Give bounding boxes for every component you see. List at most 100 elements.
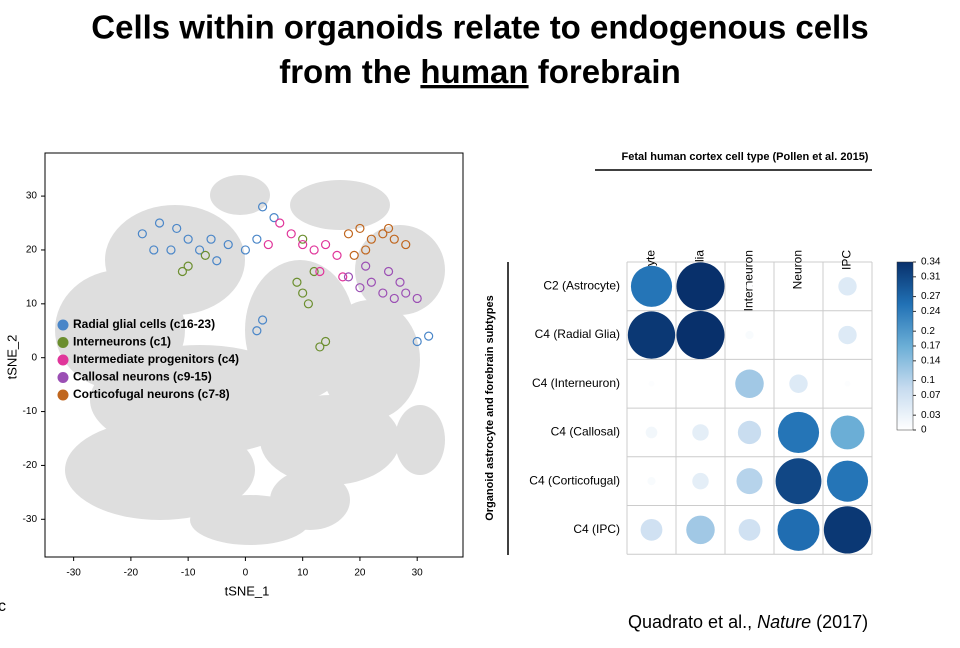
- correlation-dot: [627, 311, 676, 359]
- colorbar-tick-label: 0.1: [921, 375, 935, 386]
- title-line: Cells within organoids relate to endogen…: [91, 9, 868, 46]
- correlation-dot: [838, 325, 857, 345]
- legend-label: Callosal neurons (c9-15): [73, 370, 212, 384]
- x-axis-label: tSNE_1: [225, 583, 270, 598]
- y-tick-label: 30: [26, 191, 38, 202]
- correlation-dot: [630, 265, 673, 307]
- x-tick-label: -30: [66, 568, 81, 579]
- cell-point: [355, 283, 365, 293]
- cell-point: [355, 223, 365, 234]
- legend-marker: [57, 372, 69, 383]
- cell-point: [383, 223, 394, 234]
- colorbar: [896, 261, 914, 431]
- correlation-dot: [823, 506, 872, 554]
- row-label: C4 (IPC): [573, 522, 620, 536]
- x-tick-label: 20: [354, 568, 366, 579]
- correlation-dot: [775, 458, 822, 505]
- cell-point: [315, 266, 325, 277]
- cell-point: [366, 277, 376, 287]
- cell-point: [286, 229, 296, 239]
- column-label: Interneuron: [742, 250, 756, 311]
- correlation-dot: [777, 508, 820, 551]
- cell-point: [275, 218, 285, 228]
- colorbar-tick-label: 0.03: [921, 410, 941, 421]
- cell-point: [320, 239, 331, 250]
- cell-point: [343, 229, 354, 239]
- cell-point: [303, 299, 313, 309]
- correlation-dot: [838, 277, 857, 296]
- correlation-dot: [745, 330, 754, 340]
- colorbar-tick-label: 0.24: [921, 306, 941, 317]
- colorbar-tick-label: 0: [921, 425, 927, 436]
- cell-point: [361, 261, 371, 271]
- cell-point: [298, 239, 308, 250]
- cell-point: [361, 245, 371, 255]
- correlation-dot: [738, 518, 761, 541]
- cell-point: [172, 223, 182, 234]
- row-label: C4 (Corticofugal): [529, 473, 620, 487]
- correlation-dot: [826, 460, 869, 502]
- correlation-dot: [777, 411, 820, 454]
- cell-point: [401, 239, 411, 250]
- cell-point: [389, 293, 399, 304]
- colorbar-tick-label: 0.31: [921, 271, 941, 282]
- colorbar-tick-label: 0.07: [921, 390, 941, 401]
- plot-frame: [44, 152, 464, 558]
- cell-point: [195, 245, 205, 255]
- cell-point: [366, 234, 376, 244]
- cell-point: [223, 239, 233, 250]
- title-emphasis: human: [420, 53, 528, 90]
- cell-point: [378, 288, 388, 298]
- cell-point: [137, 229, 147, 239]
- cell-point: [298, 288, 308, 298]
- cell-point: [298, 234, 308, 244]
- cell-point: [383, 266, 394, 277]
- correlation-dot: [736, 468, 763, 495]
- column-label: IPC: [840, 250, 854, 270]
- x-tick-label: 0: [243, 568, 249, 579]
- colorbar-tick-label: 0.27: [921, 291, 941, 302]
- cell-point: [320, 336, 331, 347]
- colorbar-tick-label: 0.34: [921, 257, 941, 268]
- x-tick-label: 30: [412, 568, 424, 579]
- citation: Quadrato et al., Nature (2017): [628, 612, 868, 632]
- cell-point: [343, 272, 354, 282]
- cell-point: [292, 277, 302, 287]
- cell-point: [424, 331, 434, 341]
- y-tick-label: 20: [26, 245, 38, 256]
- x-tick-label: -10: [181, 568, 196, 579]
- colorbar-tick-label: 0.14: [921, 355, 941, 366]
- cell-point: [240, 245, 251, 255]
- legend-label: Intermediate progenitors (c4): [73, 352, 239, 366]
- row-label: C2 (Astrocyte): [543, 279, 620, 293]
- y-tick-label: -10: [23, 406, 38, 417]
- x-tick-label: 10: [297, 568, 309, 579]
- legend-marker: [57, 319, 69, 331]
- background-cells: [55, 175, 445, 545]
- correlation-dot: [830, 415, 865, 450]
- legend-marker: [57, 337, 69, 348]
- y-tick-label: -30: [23, 514, 38, 525]
- correlation-dot: [647, 477, 656, 486]
- cell-point: [269, 213, 279, 223]
- correlation-dot: [737, 420, 762, 445]
- y-tick-label: 10: [26, 298, 38, 309]
- correlation-dot: [692, 472, 709, 490]
- correlation-dot: [648, 380, 655, 387]
- title-part: from the: [279, 53, 411, 90]
- cell-point: [252, 234, 262, 244]
- citation-authors: Quadrato et al.,: [628, 612, 752, 632]
- cell-point: [263, 239, 273, 250]
- citation-journal: Nature: [757, 612, 811, 632]
- cell-point: [177, 266, 188, 277]
- x-tick-label: -20: [124, 568, 139, 579]
- cell-point: [315, 342, 325, 352]
- cell-point: [412, 336, 422, 347]
- row-label: C4 (Interneuron): [532, 376, 620, 390]
- cell-point: [206, 234, 216, 244]
- cell-point: [349, 250, 359, 260]
- cell-point: [183, 234, 193, 244]
- y-tick-label: -20: [23, 460, 38, 471]
- cell-point: [257, 202, 268, 212]
- title-part: forebrain: [538, 53, 681, 90]
